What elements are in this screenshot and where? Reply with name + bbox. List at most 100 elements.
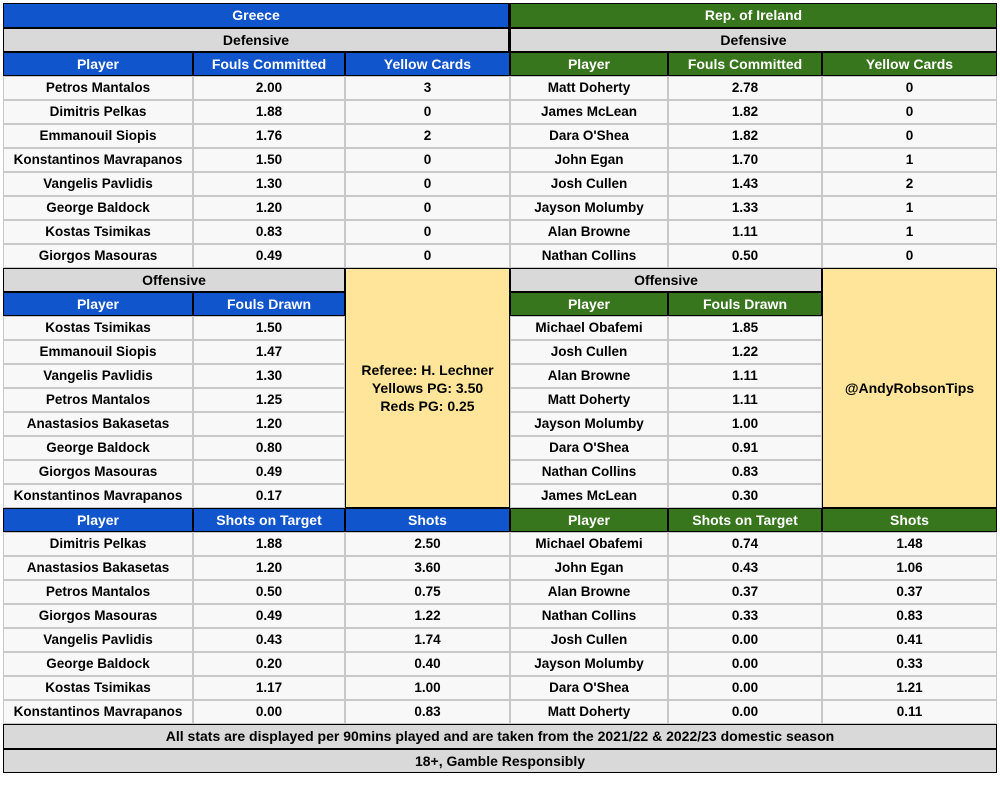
greece-shots-cell: 1.00	[345, 676, 510, 700]
greece-offensive-cell: Vangelis Pavlidis	[3, 364, 193, 388]
greece-defensive-cell: 0	[345, 172, 510, 196]
greece-defensive-cell: 2	[345, 124, 510, 148]
greece-defensive-cell: Petros Mantalos	[3, 76, 193, 100]
ireland-defensive-cell: John Egan	[510, 148, 668, 172]
greece-shots-cell: George Baldock	[3, 652, 193, 676]
ireland-offensive-cell: 0.83	[668, 460, 822, 484]
greece-defensive-cell: 1.88	[193, 100, 345, 124]
greece-defensive-cell: Kostas Tsimikas	[3, 220, 193, 244]
ireland-offensive-header: Fouls Drawn	[668, 292, 822, 316]
ireland-shots-cell: John Egan	[510, 556, 668, 580]
ireland-shots-cell: 0.00	[668, 676, 822, 700]
ireland-defensive-cell: Alan Browne	[510, 220, 668, 244]
ireland-shots-cell: 0.37	[668, 580, 822, 604]
greece-shots-cell: Giorgos Masouras	[3, 604, 193, 628]
ireland-offensive-cell: Dara O'Shea	[510, 436, 668, 460]
ireland-defensive-header: Yellow Cards	[822, 52, 997, 76]
ireland-offensive-cell: 0.30	[668, 484, 822, 508]
ireland-offensive-label: Offensive	[510, 268, 822, 292]
ireland-defensive-cell: 1	[822, 148, 997, 172]
greece-shots-cell: 1.22	[345, 604, 510, 628]
greece-shots-cell: Anastasios Bakasetas	[3, 556, 193, 580]
ireland-defensive-cell: 1.82	[668, 124, 822, 148]
ireland-shots-cell: 0.83	[822, 604, 997, 628]
greece-defensive-cell: Vangelis Pavlidis	[3, 172, 193, 196]
ireland-offensive-cell: Matt Doherty	[510, 388, 668, 412]
greece-shots-cell: 0.40	[345, 652, 510, 676]
ireland-defensive-cell: 2	[822, 172, 997, 196]
greece-defensive-cell: 0.83	[193, 220, 345, 244]
greece-defensive-cell: 1.30	[193, 172, 345, 196]
greece-shots-cell: Petros Mantalos	[3, 580, 193, 604]
ireland-shots-header: Shots on Target	[668, 508, 822, 532]
greece-defensive-label: Defensive	[3, 28, 510, 52]
referee-info-box: Referee: H. Lechner Yellows PG: 3.50 Reds …	[345, 268, 510, 508]
greece-shots-header: Player	[3, 508, 193, 532]
greece-shots-cell: 0.20	[193, 652, 345, 676]
greece-offensive-cell: Anastasios Bakasetas	[3, 412, 193, 436]
greece-shots-cell: 0.50	[193, 580, 345, 604]
ireland-defensive-cell: Dara O'Shea	[510, 124, 668, 148]
ireland-defensive-cell: 1	[822, 196, 997, 220]
greece-defensive-cell: 0.49	[193, 244, 345, 268]
ireland-defensive-header: Fouls Committed	[668, 52, 822, 76]
ireland-defensive-cell: 1.33	[668, 196, 822, 220]
ireland-defensive-cell: 1	[822, 220, 997, 244]
greece-defensive-cell: 0	[345, 148, 510, 172]
disclaimer: 18+, Gamble Responsibly	[3, 749, 997, 773]
greece-offensive-header: Player	[3, 292, 193, 316]
greece-shots-cell: Konstantinos Mavrapanos	[3, 700, 193, 724]
greece-shots-cell: 0.83	[345, 700, 510, 724]
ireland-defensive-label: Defensive	[510, 28, 997, 52]
greece-offensive-cell: Giorgos Masouras	[3, 460, 193, 484]
ireland-offensive-header: Player	[510, 292, 668, 316]
greece-offensive-cell: 0.80	[193, 436, 345, 460]
greece-defensive-header: Fouls Committed	[193, 52, 345, 76]
ireland-defensive-cell: Jayson Molumby	[510, 196, 668, 220]
ireland-offensive-cell: Nathan Collins	[510, 460, 668, 484]
greece-shots-cell: 0.49	[193, 604, 345, 628]
ireland-title: Rep. of Ireland	[510, 3, 997, 28]
ireland-defensive-cell: 2.78	[668, 76, 822, 100]
ireland-shots-cell: Matt Doherty	[510, 700, 668, 724]
referee-info-line: Referee: H. Lechner	[361, 361, 494, 378]
ireland-shots-cell: 0.43	[668, 556, 822, 580]
greece-shots-cell: Vangelis Pavlidis	[3, 628, 193, 652]
ireland-shots-cell: 0.33	[668, 604, 822, 628]
greece-shots-cell: 1.17	[193, 676, 345, 700]
ireland-defensive-cell: James McLean	[510, 100, 668, 124]
ireland-offensive-cell: 1.22	[668, 340, 822, 364]
greece-shots-cell: 2.50	[345, 532, 510, 556]
ireland-shots-cell: Josh Cullen	[510, 628, 668, 652]
greece-offensive-cell: 1.47	[193, 340, 345, 364]
ireland-shots-cell: 0.37	[822, 580, 997, 604]
ireland-defensive-cell: 0.50	[668, 244, 822, 268]
greece-shots-cell: Kostas Tsimikas	[3, 676, 193, 700]
greece-shots-cell: 3.60	[345, 556, 510, 580]
greece-defensive-cell: 1.20	[193, 196, 345, 220]
greece-offensive-cell: 1.50	[193, 316, 345, 340]
ireland-shots-cell: 1.06	[822, 556, 997, 580]
ireland-shots-cell: 0.00	[668, 700, 822, 724]
greece-title: Greece	[3, 3, 510, 28]
referee-info-line: Reds PG: 0.25	[380, 398, 475, 415]
greece-shots-cell: Dimitris Pelkas	[3, 532, 193, 556]
greece-offensive-cell: 1.30	[193, 364, 345, 388]
ireland-shots-cell: 0.74	[668, 532, 822, 556]
ireland-defensive-cell: 1.43	[668, 172, 822, 196]
ireland-shots-cell: Jayson Molumby	[510, 652, 668, 676]
ireland-shots-cell: 0.11	[822, 700, 997, 724]
ireland-offensive-cell: 1.85	[668, 316, 822, 340]
ireland-defensive-header: Player	[510, 52, 668, 76]
ireland-defensive-cell: Nathan Collins	[510, 244, 668, 268]
stats-sheet: Greece Defensive Player Fouls Committed Yell…	[3, 3, 997, 783]
ireland-shots-cell: 1.21	[822, 676, 997, 700]
greece-defensive-cell: Giorgos Masouras	[3, 244, 193, 268]
ireland-shots-cell: 0.41	[822, 628, 997, 652]
ireland-shots-cell: Alan Browne	[510, 580, 668, 604]
greece-offensive-label: Offensive	[3, 268, 345, 292]
greece-shots-cell: 1.20	[193, 556, 345, 580]
greece-offensive-cell: 0.49	[193, 460, 345, 484]
ireland-shots-cell: 1.48	[822, 532, 997, 556]
greece-shots-cell: 1.88	[193, 532, 345, 556]
